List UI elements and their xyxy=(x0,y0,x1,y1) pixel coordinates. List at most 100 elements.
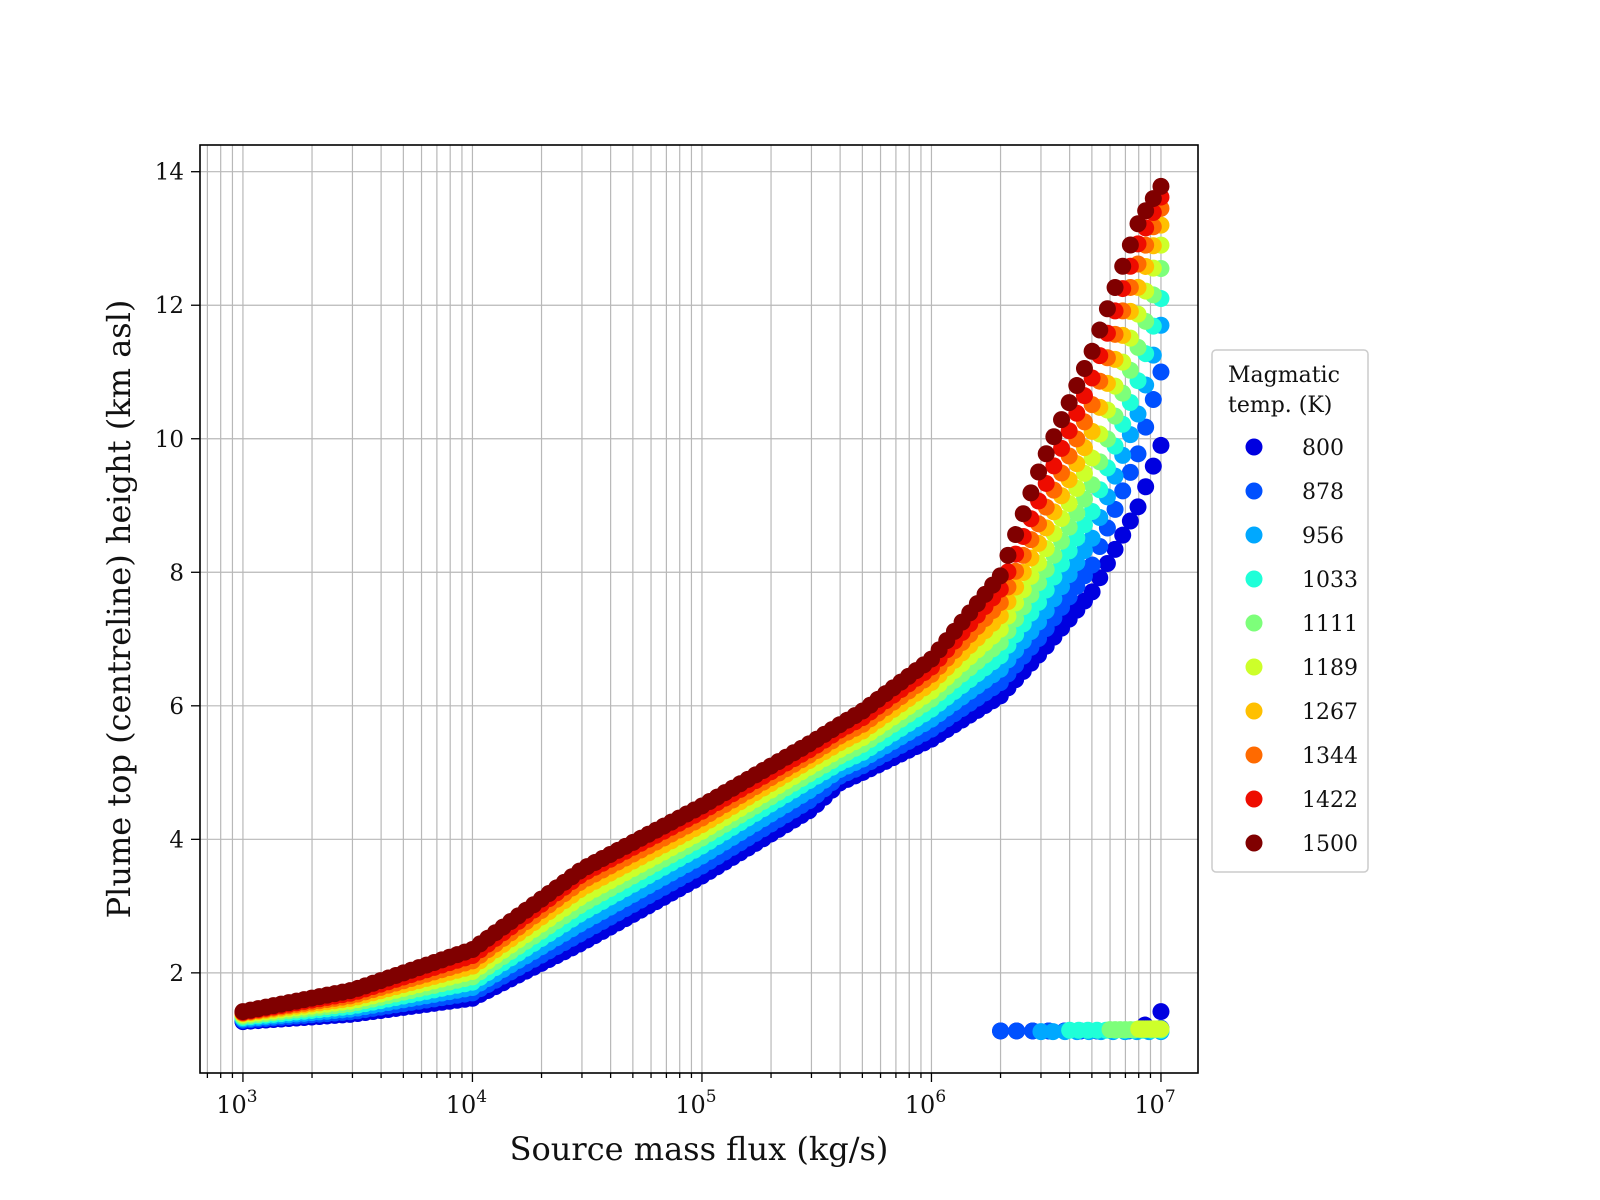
legend-label: 1500 xyxy=(1302,832,1358,857)
legend-marker xyxy=(1245,834,1263,852)
legend-item: 1344 xyxy=(1245,744,1358,769)
y-tick-label: 4 xyxy=(169,827,184,853)
data-point xyxy=(1144,457,1162,475)
legend-label: 1344 xyxy=(1302,744,1358,769)
x-axis-title: Source mass flux (kg/s) xyxy=(510,1130,889,1168)
legend-title-line-2: temp. (K) xyxy=(1228,393,1332,418)
data-point xyxy=(1045,428,1063,446)
y-tick-label: 10 xyxy=(155,427,184,453)
data-point xyxy=(1152,436,1170,454)
legend-label: 800 xyxy=(1302,436,1344,461)
y-tick-label: 2 xyxy=(169,961,184,987)
legend-item: 878 xyxy=(1245,480,1344,505)
legend-marker xyxy=(1245,438,1263,456)
data-point xyxy=(1075,542,1093,560)
data-point xyxy=(1114,482,1132,500)
legend-marker xyxy=(1245,482,1263,500)
legend-item: 956 xyxy=(1245,524,1344,549)
data-point xyxy=(1091,321,1109,339)
data-point xyxy=(1137,478,1155,496)
y-tick-label: 8 xyxy=(169,560,184,586)
data-point xyxy=(1083,342,1101,360)
x-tick-label: 104 xyxy=(446,1087,487,1119)
legend-item: 1111 xyxy=(1245,612,1358,637)
legend-item: 1189 xyxy=(1245,656,1358,681)
data-point xyxy=(1121,236,1139,254)
data-point-lower-branch xyxy=(1032,1023,1050,1041)
data-point xyxy=(991,567,1009,585)
data-point xyxy=(1030,463,1048,481)
data-point xyxy=(1060,394,1078,412)
data-point xyxy=(1098,300,1116,318)
data-point xyxy=(1083,503,1101,521)
data-point xyxy=(1106,279,1124,297)
data-point xyxy=(1137,202,1155,220)
x-axis: 103 104 105 106 107 xyxy=(206,1073,1176,1119)
x-tick-label: 107 xyxy=(1134,1087,1175,1119)
legend-marker xyxy=(1245,746,1263,764)
legend-item: 1500 xyxy=(1245,832,1358,857)
x-tick-label: 105 xyxy=(675,1087,716,1119)
data-point-lower-branch xyxy=(1152,1003,1170,1021)
data-point xyxy=(1121,512,1139,530)
data-point xyxy=(1083,556,1101,574)
legend-label: 1267 xyxy=(1302,700,1358,725)
legend-marker xyxy=(1245,526,1263,544)
plot-frame xyxy=(199,144,1199,1074)
legend-marker xyxy=(1245,570,1263,588)
series-1500 xyxy=(234,177,1170,1021)
y-axis-title: Plume top (centreline) height (km asl) xyxy=(100,300,138,919)
legend-label: 1422 xyxy=(1302,788,1358,813)
legend-item: 800 xyxy=(1245,436,1344,461)
data-point xyxy=(1075,359,1093,377)
data-point xyxy=(1114,257,1132,275)
y-tick-label: 14 xyxy=(155,160,184,186)
data-point xyxy=(1144,190,1162,208)
data-point xyxy=(1114,526,1132,544)
data-point xyxy=(1121,463,1139,481)
data-points xyxy=(234,177,1170,1041)
data-point xyxy=(1022,484,1040,502)
data-point xyxy=(1068,377,1086,395)
data-point xyxy=(1083,529,1101,547)
data-point xyxy=(1106,540,1124,558)
data-point xyxy=(1098,555,1116,573)
legend-label: 1111 xyxy=(1302,612,1358,637)
legend-label: 1189 xyxy=(1302,656,1358,681)
legend-item: 1267 xyxy=(1245,700,1358,725)
legend-label: 956 xyxy=(1302,524,1344,549)
x-tick-label: 103 xyxy=(216,1087,257,1119)
data-point xyxy=(1129,445,1147,463)
data-point-lower-branch xyxy=(992,1022,1010,1040)
legend-marker xyxy=(1245,658,1263,676)
legend-marker xyxy=(1245,790,1263,808)
data-point xyxy=(1106,500,1124,518)
data-point xyxy=(1053,411,1071,429)
data-point xyxy=(1007,526,1025,544)
data-point xyxy=(1091,569,1109,587)
data-point xyxy=(1137,418,1155,436)
legend: Magmatic temp. (K) 800 878 956 1033 1111 1189… xyxy=(1211,349,1369,873)
data-point-lower-branch xyxy=(1152,1020,1170,1038)
y-tick-label: 12 xyxy=(155,293,184,319)
data-point xyxy=(999,546,1017,564)
data-point xyxy=(1129,498,1147,516)
data-point xyxy=(1037,445,1055,463)
data-point-lower-branch xyxy=(1008,1022,1026,1040)
y-tick-label: 6 xyxy=(169,694,184,720)
data-point-lower-branch xyxy=(1044,1023,1062,1041)
legend-box xyxy=(1211,349,1369,873)
data-point xyxy=(1045,457,1063,475)
data-point xyxy=(1083,583,1101,601)
legend-title-line-1: Magmatic xyxy=(1228,363,1340,388)
y-axis: 2 4 6 8 10 12 14 xyxy=(155,160,200,987)
legend-label: 1033 xyxy=(1302,568,1358,593)
data-point xyxy=(1014,505,1032,523)
data-point xyxy=(1152,177,1170,195)
legend-marker xyxy=(1245,702,1263,720)
legend-marker xyxy=(1245,614,1263,632)
data-point xyxy=(1129,215,1147,233)
legend-items: 800 878 956 1033 1111 1189 1267 1344 1422 1500 xyxy=(1245,436,1358,857)
legend-item: 1033 xyxy=(1245,568,1358,593)
